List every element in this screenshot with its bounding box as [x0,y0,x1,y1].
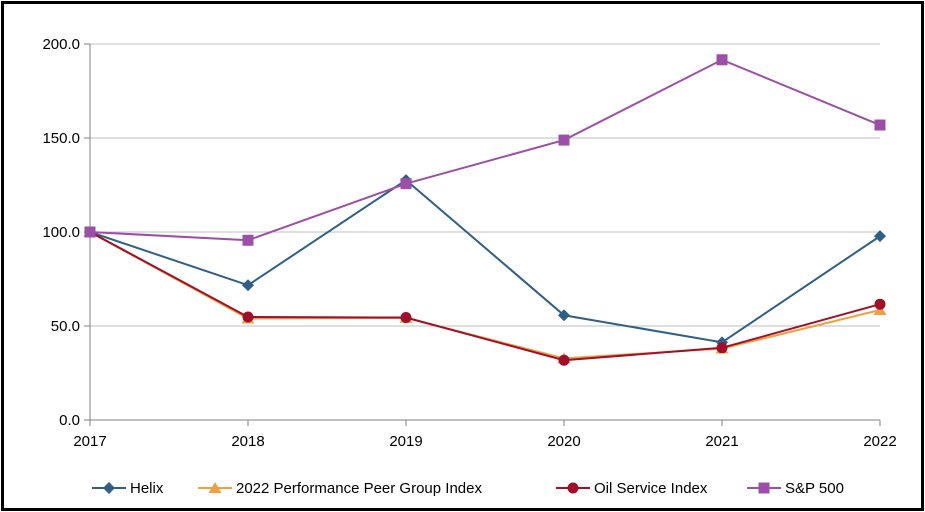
y-tick-label: 200.0 [42,36,80,53]
legend-item-2022-performance-peer-group-index: 2022 Performance Peer Group Index [198,480,482,497]
legend-item-s-p-500: S&P 500 [747,480,844,497]
data-point-helix [242,279,254,292]
y-tick-labels: 0.0 50.0 100.0 150.0 200.0 [42,36,80,429]
series-helix [84,174,886,349]
legend-label: 2022 Performance Peer Group Index [236,480,482,497]
data-point-s-p-500 [558,134,570,146]
data-point-s-p-500 [716,54,728,66]
series-line-helix [89,178,881,344]
axes [84,43,881,426]
x-tick-label: 2021 [705,433,738,450]
legend-label: S&P 500 [785,480,844,497]
y-tick-label: 150.0 [42,130,80,147]
data-point-oil-service-index [874,298,886,310]
data-point-s-p-500 [242,234,254,246]
legend-marker-diamond [103,482,115,494]
data-point-helix [558,309,570,322]
legend: Helix 2022 Performance Peer Group Index Oi… [92,480,844,497]
legend-label: Oil Service Index [594,480,708,497]
legend-marker-square [758,482,770,494]
data-point-helix [874,230,886,243]
data-point-s-p-500 [874,119,886,131]
series-line-oil-service-index [89,231,881,362]
series-line-s-p-500 [89,58,881,242]
data-point-oil-service-index [400,312,412,324]
legend-marker-triangle [208,482,222,493]
gridlines [90,43,880,327]
legend-item-helix: Helix [92,480,164,497]
x-tick-label: 2018 [231,433,264,450]
series-lines [83,54,887,366]
y-tick-label: 50.0 [51,318,80,335]
legend-marker-circle [567,482,579,494]
series-s-p-500 [84,54,886,246]
legend-item-oil-service-index: Oil Service Index [556,480,708,497]
x-tick-label: 2022 [863,433,896,450]
y-tick-label: 100.0 [42,224,80,241]
data-point-oil-service-index [558,354,570,366]
x-tick-labels: 2017 2018 2019 2020 2021 2022 [73,433,896,450]
legend-label: Helix [130,480,164,497]
y-tick-label: 0.0 [59,412,80,429]
x-tick-label: 2020 [547,433,580,450]
data-point-s-p-500 [400,178,412,190]
data-point-s-p-500 [84,226,96,238]
data-point-oil-service-index [242,311,254,323]
data-point-oil-service-index [716,342,728,354]
x-tick-label: 2017 [73,433,106,450]
x-tick-label: 2019 [389,433,422,450]
